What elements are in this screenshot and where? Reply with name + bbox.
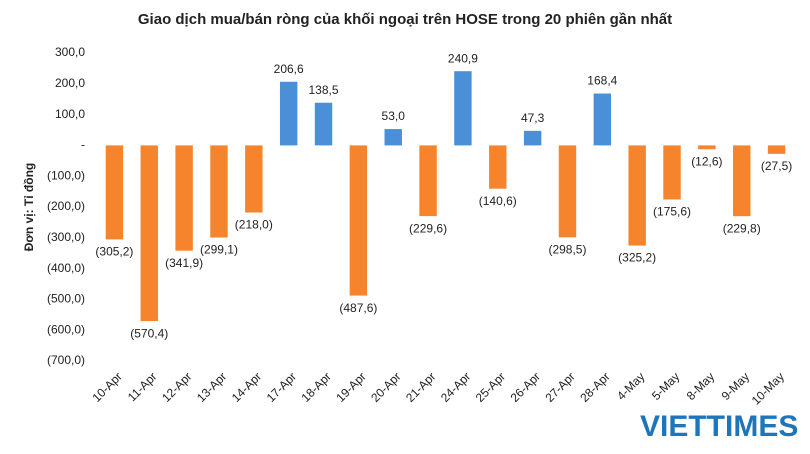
bar	[523, 130, 542, 146]
y-tick-label: (500,0)	[47, 292, 85, 306]
x-tick-label: 10-Apr	[89, 369, 124, 404]
y-tick-label: 300,0	[55, 45, 85, 59]
data-label: (229,8)	[723, 221, 761, 235]
x-tick-label: 17-Apr	[264, 369, 299, 404]
data-label: (27,5)	[761, 159, 792, 173]
bar	[454, 71, 472, 146]
data-label: (570,4)	[130, 326, 168, 340]
data-label: (487,6)	[339, 301, 377, 315]
x-tick-label: 8-May	[684, 369, 717, 402]
bar	[628, 145, 646, 246]
watermark: VIETTIMES	[640, 410, 798, 443]
chart-title: Giao dịch mua/bán ròng của khối ngoại tr…	[138, 11, 672, 28]
y-tick-label: (200,0)	[47, 199, 85, 213]
bar	[489, 145, 507, 189]
data-label: 47,3	[521, 111, 545, 125]
bar	[698, 145, 716, 150]
y-tick-label: 100,0	[55, 107, 85, 121]
x-tick-label: 20-Apr	[368, 369, 403, 404]
x-tick-label: 21-Apr	[403, 369, 438, 404]
data-label: (325,2)	[618, 251, 656, 265]
bar	[210, 145, 228, 238]
bar	[767, 145, 786, 154]
x-tick-label: 18-Apr	[299, 369, 334, 404]
data-label: 240,9	[448, 51, 478, 65]
x-tick-label: 9-May	[719, 369, 752, 402]
bar	[663, 145, 681, 200]
y-tick-label: (300,0)	[47, 230, 85, 244]
data-label: 138,5	[309, 83, 339, 97]
y-axis-label: Đơn vị: Tỉ đồng	[22, 163, 36, 252]
y-tick-label: (700,0)	[47, 353, 85, 367]
data-label: 53,0	[382, 109, 406, 123]
x-tick-label: 14-Apr	[229, 369, 264, 404]
bar	[175, 145, 193, 251]
bar	[733, 145, 751, 217]
data-label: (229,6)	[409, 221, 447, 235]
bar	[105, 145, 124, 240]
bar	[279, 81, 298, 146]
x-tick-label: 11-Apr	[125, 369, 160, 404]
y-tick-label: (400,0)	[47, 261, 85, 275]
x-tick-label: 27-Apr	[542, 369, 577, 404]
x-tick-label: 13-Apr	[194, 369, 229, 404]
data-label: 206,6	[274, 62, 304, 76]
data-label: (175,6)	[653, 205, 691, 219]
data-label: (218,0)	[235, 218, 273, 232]
x-tick-label: 26-Apr	[508, 369, 543, 404]
bar	[384, 129, 402, 146]
bar	[558, 145, 577, 238]
y-tick-label: -	[81, 138, 85, 152]
data-label: (341,9)	[165, 256, 203, 270]
x-tick-label: 5-May	[649, 369, 682, 402]
bar	[314, 102, 333, 146]
x-tick-label: 25-Apr	[473, 369, 508, 404]
x-tick-label: 28-Apr	[577, 369, 612, 404]
x-tick-label: 19-Apr	[333, 369, 368, 404]
data-label: (140,6)	[479, 194, 517, 208]
data-label: (12,6)	[691, 154, 722, 168]
data-label: (298,5)	[548, 243, 586, 257]
x-tick-label: 10-May	[749, 369, 787, 407]
y-tick-label: 200,0	[55, 76, 85, 90]
x-tick-label: 12-Apr	[159, 369, 194, 404]
y-tick-label: (600,0)	[47, 322, 85, 336]
bar	[245, 145, 263, 213]
x-tick-label: 4-May	[614, 369, 647, 402]
data-label: (305,2)	[95, 245, 133, 259]
x-tick-label: 24-Apr	[438, 369, 473, 404]
bar	[593, 93, 612, 146]
data-label: 168,4	[587, 74, 617, 88]
bar	[349, 145, 368, 296]
bar	[140, 145, 158, 322]
data-label: (299,1)	[200, 243, 238, 257]
y-tick-label: (100,0)	[47, 168, 85, 182]
bar	[419, 145, 437, 217]
